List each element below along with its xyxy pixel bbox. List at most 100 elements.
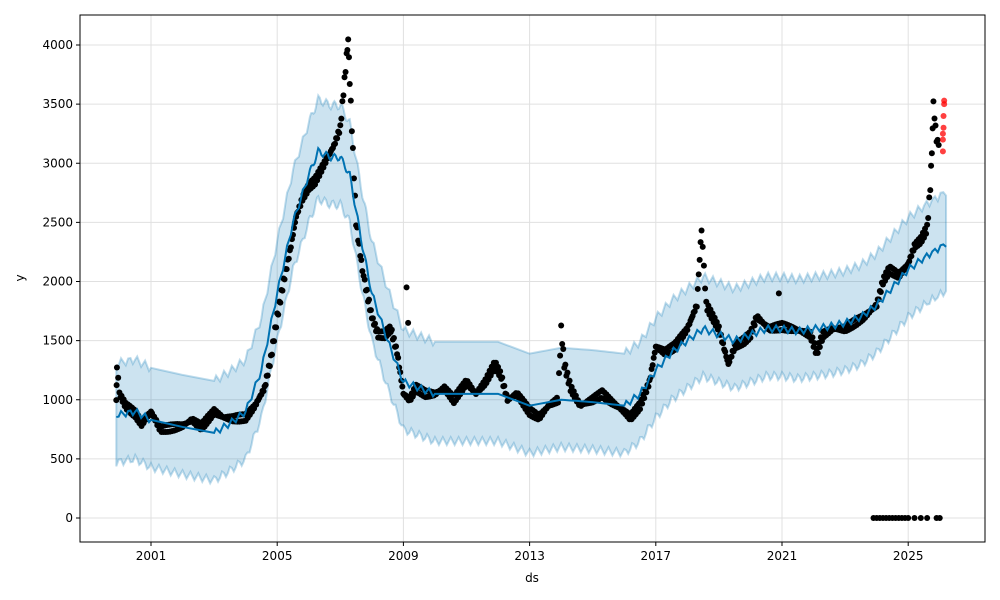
observed-point xyxy=(344,47,351,54)
plot-frame xyxy=(79,14,986,543)
y-tick-label: 3000 xyxy=(42,156,73,170)
observed-point xyxy=(501,382,508,389)
observed-point xyxy=(393,343,400,350)
axis-ticks: 2001 2005 2009 2013 2017 2021 2025 0 500 1000 1500… xyxy=(42,38,923,563)
forecast-line xyxy=(116,146,947,435)
y-tick-label: 0 xyxy=(65,511,73,525)
observed-point xyxy=(395,354,402,361)
observed-point xyxy=(935,141,942,148)
observed-point xyxy=(560,345,567,352)
y-axis-label: y xyxy=(13,274,27,281)
observed-point xyxy=(342,69,349,76)
observed-point xyxy=(497,368,504,375)
future-observed-point xyxy=(940,112,947,119)
observed-point xyxy=(359,268,366,275)
observed-point xyxy=(388,326,395,333)
observed-point xyxy=(399,383,406,390)
observed-point xyxy=(684,327,691,334)
observed-point xyxy=(926,194,933,201)
y-tick-label: 1500 xyxy=(42,334,73,348)
observed-zero-point xyxy=(905,515,912,521)
observed-point xyxy=(726,358,733,365)
observed-point xyxy=(358,257,365,264)
observed-point xyxy=(369,315,376,322)
observed-point xyxy=(275,311,282,318)
observed-point xyxy=(348,128,355,135)
observed-zero-point xyxy=(911,515,918,521)
observed-point xyxy=(338,115,345,122)
observed-point xyxy=(566,377,573,384)
observed-point xyxy=(700,262,707,269)
uncertainty-band-group xyxy=(115,93,948,486)
observed-point xyxy=(113,364,120,371)
observed-point xyxy=(283,266,290,273)
observed-point xyxy=(811,340,818,347)
observed-point xyxy=(814,350,821,357)
observed-point xyxy=(694,285,701,292)
observed-zero-point xyxy=(924,515,931,521)
observed-point xyxy=(927,187,934,194)
observed-point xyxy=(928,162,935,169)
observed-point xyxy=(572,392,579,399)
observed-point xyxy=(364,286,371,293)
observed-point xyxy=(405,319,412,326)
observed-point xyxy=(557,352,564,359)
observed-point xyxy=(924,221,931,228)
x-tick-label: 2021 xyxy=(767,549,798,563)
observed-point xyxy=(346,81,353,88)
observed-point xyxy=(923,230,930,237)
observed-point xyxy=(699,243,706,250)
future-observed-point xyxy=(939,136,946,143)
observed-point xyxy=(928,150,935,157)
observed-point xyxy=(932,122,939,129)
observed-point xyxy=(816,344,823,351)
uncertainty-band xyxy=(115,93,948,486)
observed-point xyxy=(931,115,938,122)
observed-point xyxy=(696,256,703,263)
y-tick-label: 500 xyxy=(50,452,73,466)
observed-point xyxy=(751,322,758,329)
observed-point xyxy=(562,361,569,368)
observed-point xyxy=(277,299,284,306)
observed-point xyxy=(643,389,650,396)
observed-point xyxy=(345,36,352,43)
observed-point xyxy=(345,54,352,61)
observed-point xyxy=(336,130,343,137)
observed-point xyxy=(559,341,566,348)
gridlines xyxy=(80,15,985,542)
observed-point xyxy=(697,239,704,246)
observed-point xyxy=(285,255,292,262)
y-tick-label: 3500 xyxy=(42,97,73,111)
future-observed-point xyxy=(941,97,948,104)
observed-point xyxy=(693,303,700,310)
observed-zero-point xyxy=(917,515,924,521)
observed-point xyxy=(266,363,273,370)
observed-point xyxy=(564,369,571,376)
observed-point xyxy=(691,308,698,315)
observed-point xyxy=(334,135,341,142)
observed-point xyxy=(332,140,339,147)
observed-point xyxy=(930,98,937,105)
observed-point xyxy=(702,285,709,292)
observed-point xyxy=(367,307,374,314)
observed-point xyxy=(390,335,397,342)
future-observed-point xyxy=(939,130,946,137)
observed-point xyxy=(281,276,288,283)
observed-point xyxy=(877,288,884,295)
x-axis-label: ds xyxy=(525,571,539,585)
observed-point xyxy=(695,271,702,278)
x-tick-label: 2005 xyxy=(262,549,293,563)
observed-point xyxy=(558,322,565,329)
y-tick-label: 4000 xyxy=(42,38,73,52)
observed-point xyxy=(403,284,410,291)
observed-point xyxy=(337,122,344,129)
y-tick-label: 2500 xyxy=(42,215,73,229)
observed-point xyxy=(350,175,357,182)
x-tick-label: 2017 xyxy=(641,549,672,563)
observed-point xyxy=(651,349,658,356)
observed-point xyxy=(322,159,329,166)
y-tick-label: 2000 xyxy=(42,275,73,289)
observed-point xyxy=(340,92,347,99)
observed-point xyxy=(728,353,735,360)
